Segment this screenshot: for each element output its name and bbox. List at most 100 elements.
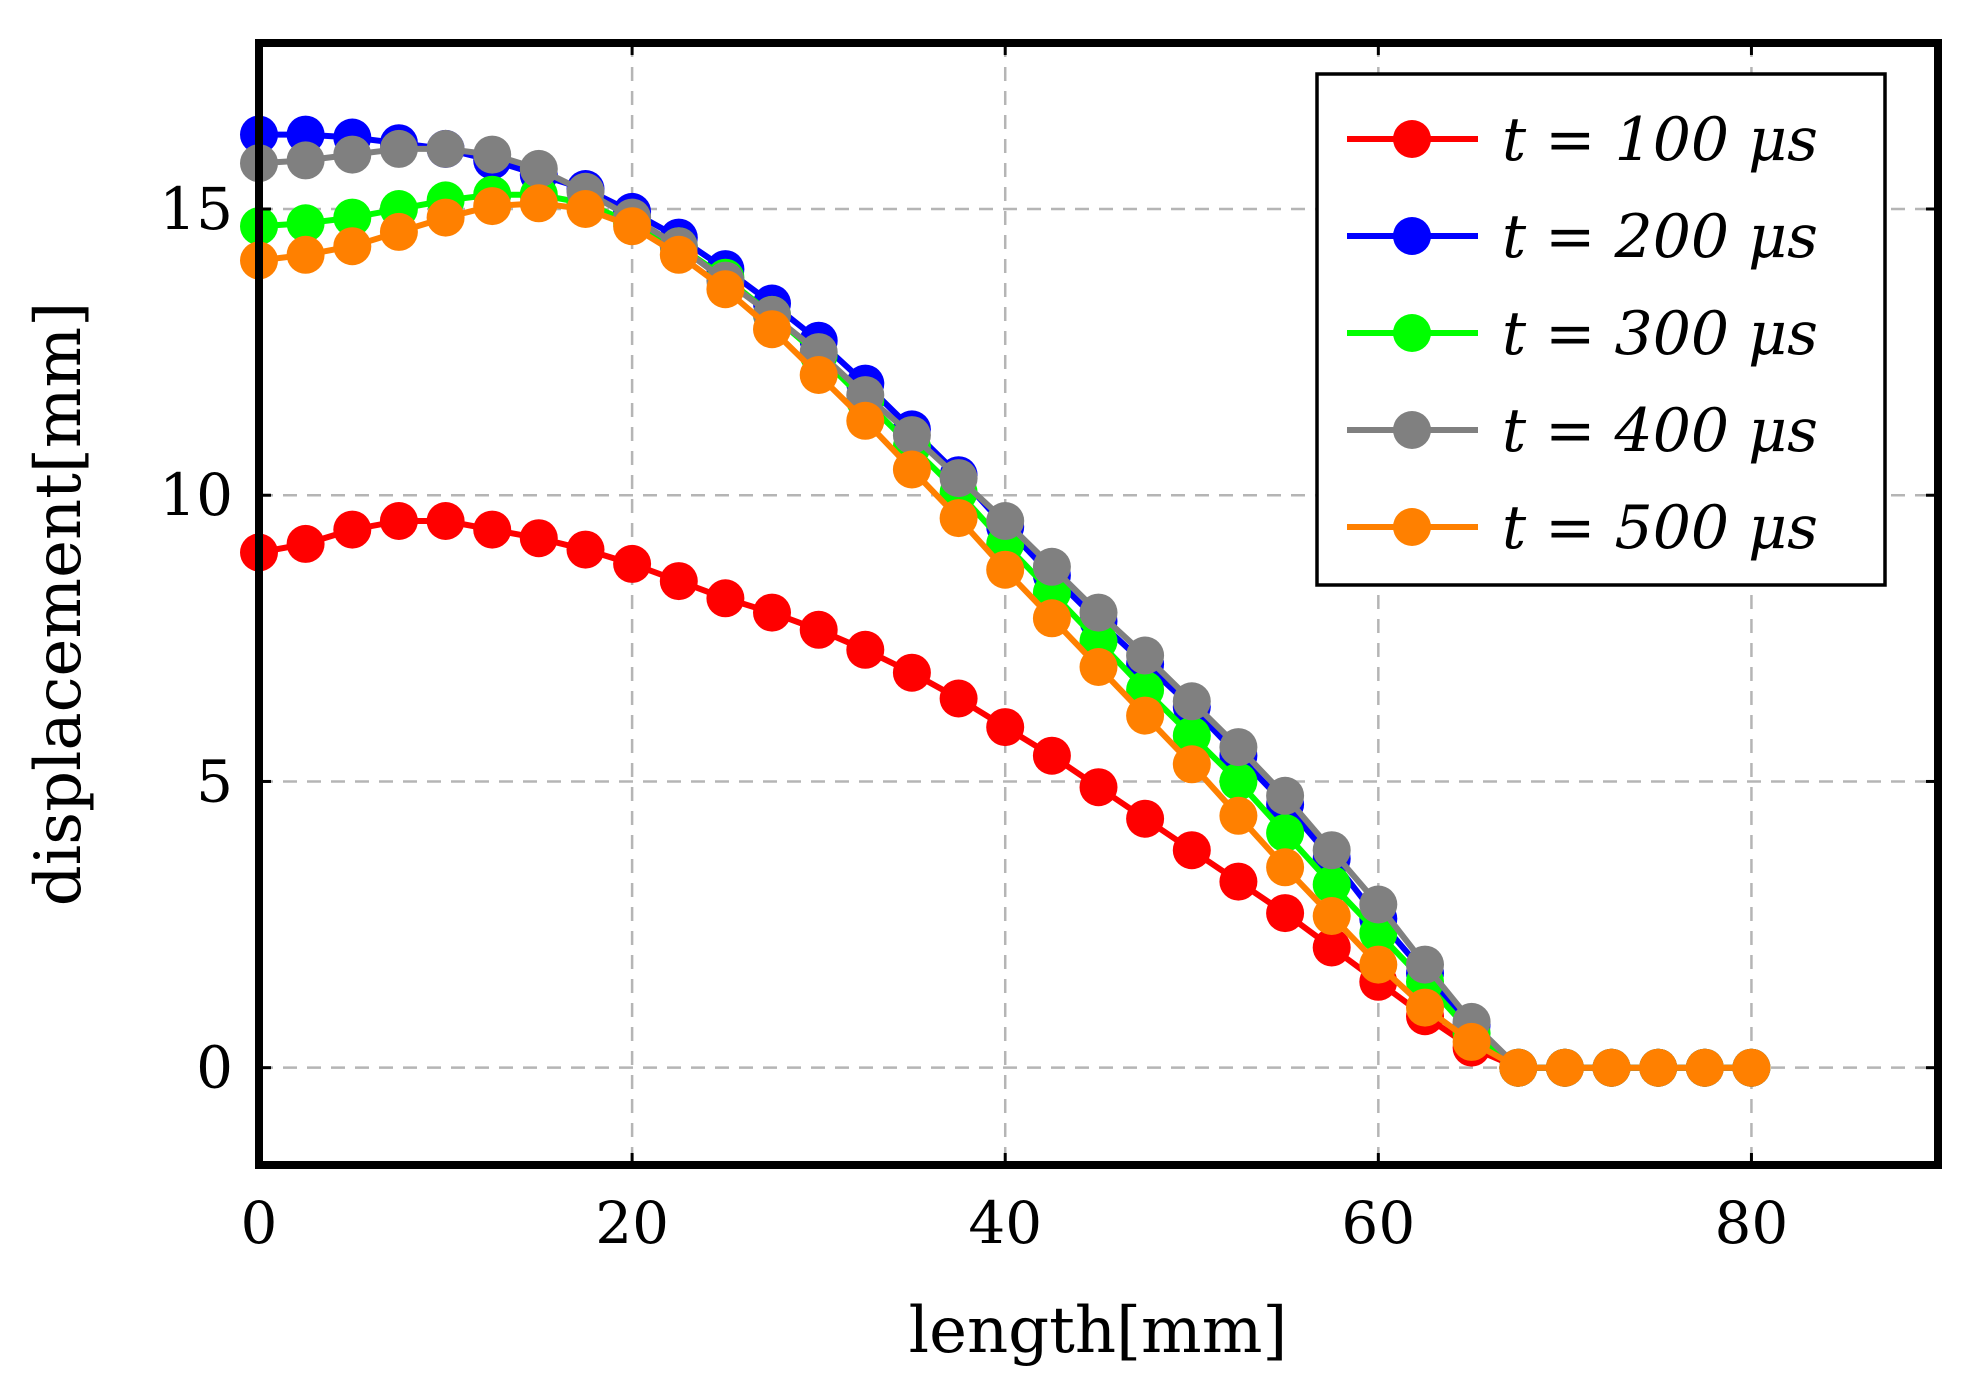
legend-item: t = 100 μs	[1347, 105, 1818, 175]
data-point	[333, 510, 372, 549]
data-point	[799, 610, 838, 649]
data-point	[706, 270, 745, 309]
legend-item: t = 500 μs	[1347, 493, 1818, 563]
legend-label: t = 500 μs	[1502, 493, 1818, 563]
data-point	[1219, 796, 1258, 835]
data-point	[1266, 814, 1305, 852]
data-point	[286, 204, 325, 243]
x-axis-label: length[mm]	[909, 1294, 1288, 1368]
data-point	[613, 544, 652, 583]
legend-item: t = 200 μs	[1347, 202, 1818, 272]
data-point	[613, 207, 652, 246]
data-point	[519, 184, 558, 223]
data-point	[1266, 894, 1305, 933]
data-point	[1032, 547, 1071, 586]
data-point	[1639, 1048, 1678, 1087]
data-point	[939, 679, 978, 718]
plot-frame	[255, 39, 1942, 1169]
data-point	[519, 519, 558, 558]
data-point	[1079, 593, 1118, 632]
data-point	[753, 593, 791, 632]
data-point	[333, 135, 372, 174]
data-point	[286, 524, 325, 563]
data-point	[1219, 762, 1258, 801]
data-point	[379, 129, 418, 168]
data-point	[1032, 599, 1071, 638]
data-point	[566, 530, 605, 569]
legend-marker	[1393, 411, 1431, 449]
data-point	[1406, 945, 1444, 984]
data-point	[939, 499, 978, 538]
data-point	[333, 227, 372, 266]
legend-label: t = 300 μs	[1502, 299, 1818, 369]
data-point	[1172, 831, 1211, 870]
data-point	[939, 459, 978, 498]
legend-label: t = 200 μs	[1502, 202, 1818, 272]
y-tick-label: 0	[196, 1034, 233, 1102]
legend-marker	[1393, 217, 1431, 255]
x-tick-label: 60	[1341, 1189, 1415, 1257]
data-point	[1172, 745, 1211, 784]
data-point	[892, 450, 931, 489]
data-point	[1312, 865, 1351, 904]
data-point	[892, 416, 931, 455]
legend-item: t = 400 μs	[1347, 396, 1818, 466]
legend-marker	[1393, 508, 1431, 546]
legend-items: t = 100 μs t = 200 μs t = 300 μs t = 400 μs…	[1347, 105, 1818, 563]
data-point	[1266, 776, 1305, 815]
data-point	[659, 235, 698, 274]
data-point	[1032, 736, 1071, 775]
data-point	[519, 149, 558, 188]
data-point	[986, 502, 1025, 540]
data-point	[659, 562, 698, 601]
data-point	[1126, 696, 1165, 735]
data-point	[1312, 831, 1351, 870]
data-point	[753, 310, 791, 349]
data-point	[986, 550, 1025, 589]
data-point	[286, 141, 325, 180]
data-point	[1126, 799, 1165, 838]
series-1	[240, 502, 1771, 1087]
data-point	[426, 502, 465, 540]
legend-item: t = 300 μs	[1347, 299, 1818, 369]
data-point	[892, 653, 931, 692]
series-5	[240, 184, 1771, 1087]
data-point	[379, 502, 418, 540]
data-point	[426, 129, 465, 168]
data-point	[473, 135, 512, 174]
x-tick-label: 0	[241, 1189, 278, 1257]
y-tick-label: 15	[159, 175, 233, 243]
data-point	[1359, 914, 1398, 953]
data-point	[1359, 945, 1398, 984]
data-point	[706, 579, 745, 618]
data-point	[1126, 636, 1165, 675]
data-point	[1359, 885, 1398, 924]
data-point	[1266, 848, 1305, 887]
data-point	[1732, 1048, 1771, 1087]
y-tick-label: 5	[196, 747, 233, 815]
data-point	[333, 198, 372, 237]
data-point	[1452, 1022, 1491, 1061]
data-point	[799, 356, 838, 394]
x-tick-label: 40	[968, 1189, 1042, 1257]
y-axis-label: displacement[mm]	[22, 302, 96, 906]
legend-label: t = 100 μs	[1502, 105, 1818, 175]
data-point	[1685, 1048, 1724, 1087]
data-point	[1079, 768, 1118, 807]
data-point	[1219, 862, 1258, 901]
data-point	[1312, 928, 1351, 967]
data-point	[1592, 1048, 1631, 1087]
series-layer	[240, 115, 1771, 1087]
x-tick-label: 80	[1715, 1189, 1789, 1257]
data-point	[473, 510, 512, 549]
x-tick-label: 20	[595, 1189, 669, 1257]
data-point	[1406, 988, 1444, 1027]
data-point	[379, 212, 418, 251]
data-point	[1172, 682, 1211, 721]
legend-marker	[1393, 120, 1431, 158]
data-point	[1172, 716, 1211, 755]
data-point	[1219, 728, 1258, 767]
data-point	[426, 198, 465, 237]
